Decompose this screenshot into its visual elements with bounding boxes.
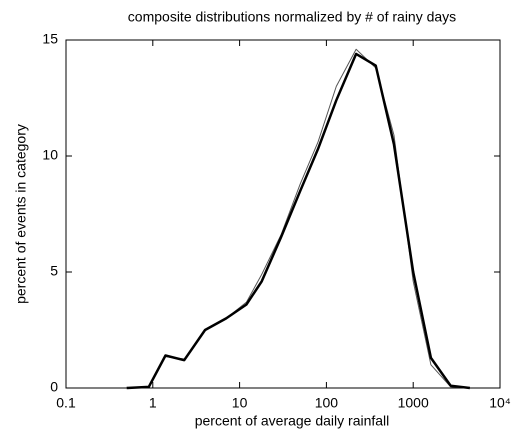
x-tick-label: 1000 xyxy=(398,395,429,411)
x-axis-label: percent of average daily rainfall xyxy=(195,413,390,429)
y-tick-label: 0 xyxy=(50,379,58,395)
data-line xyxy=(126,48,470,389)
x-tick-label: 0.1 xyxy=(56,395,76,411)
y-tick-label: 5 xyxy=(50,263,58,279)
chart-title: composite distributions normalized by # … xyxy=(128,9,456,25)
plot-frame xyxy=(65,39,501,389)
x-tick-label: 10⁴ xyxy=(489,395,511,411)
y-tick-label: 10 xyxy=(42,147,58,163)
y-axis-label: percent of events in category xyxy=(13,124,29,304)
data-line xyxy=(126,52,471,390)
x-tick-label: 10 xyxy=(232,395,248,411)
x-tick-label: 100 xyxy=(315,395,339,411)
y-tick-label: 15 xyxy=(42,31,58,47)
x-tick-label: 1 xyxy=(149,395,157,411)
